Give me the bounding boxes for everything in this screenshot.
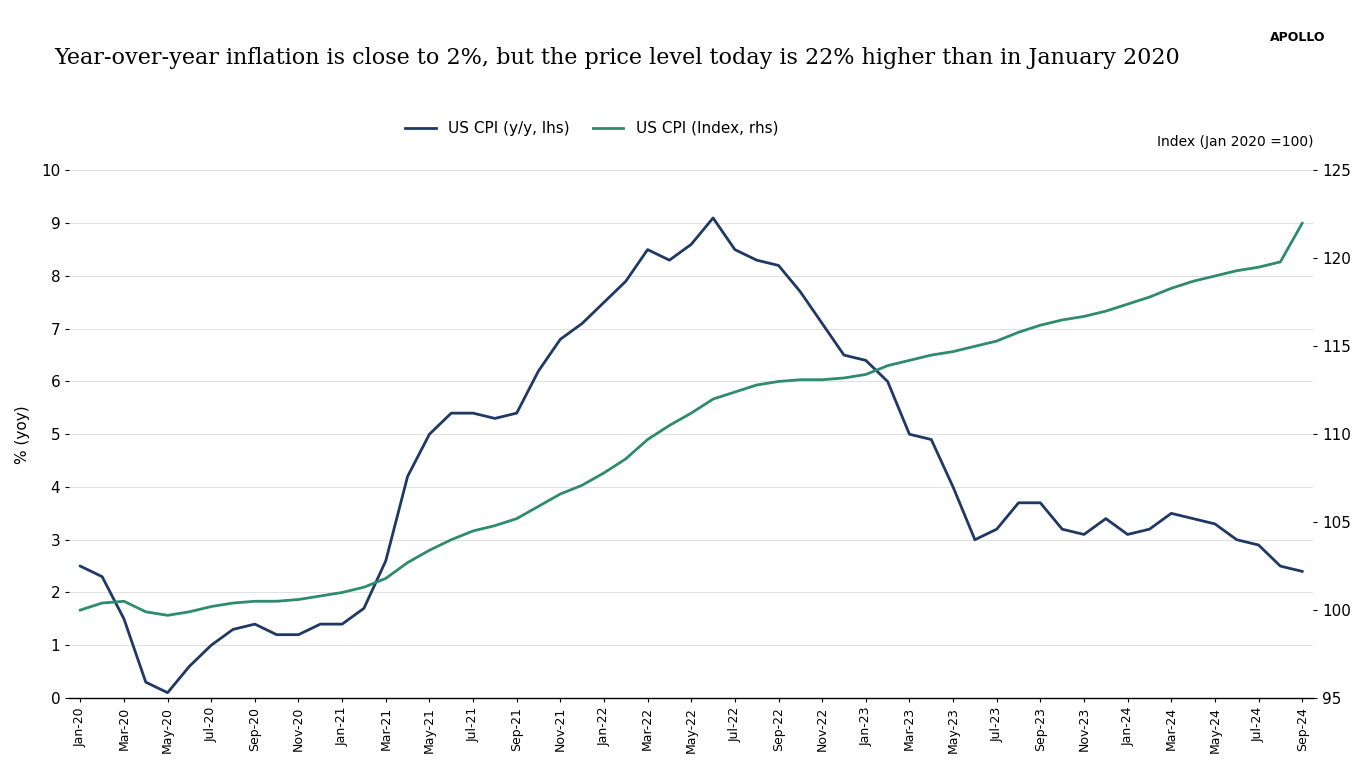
Legend: US CPI (y/y, lhs), US CPI (Index, rhs): US CPI (y/y, lhs), US CPI (Index, rhs) bbox=[399, 115, 784, 142]
Y-axis label: % (yoy): % (yoy) bbox=[15, 405, 30, 464]
Text: Year-over-year inflation is close to 2%, but the price level today is 22% higher: Year-over-year inflation is close to 2%,… bbox=[55, 47, 1180, 69]
Text: APOLLO: APOLLO bbox=[1269, 31, 1325, 44]
Text: Index (Jan 2020 =100): Index (Jan 2020 =100) bbox=[1157, 135, 1313, 150]
